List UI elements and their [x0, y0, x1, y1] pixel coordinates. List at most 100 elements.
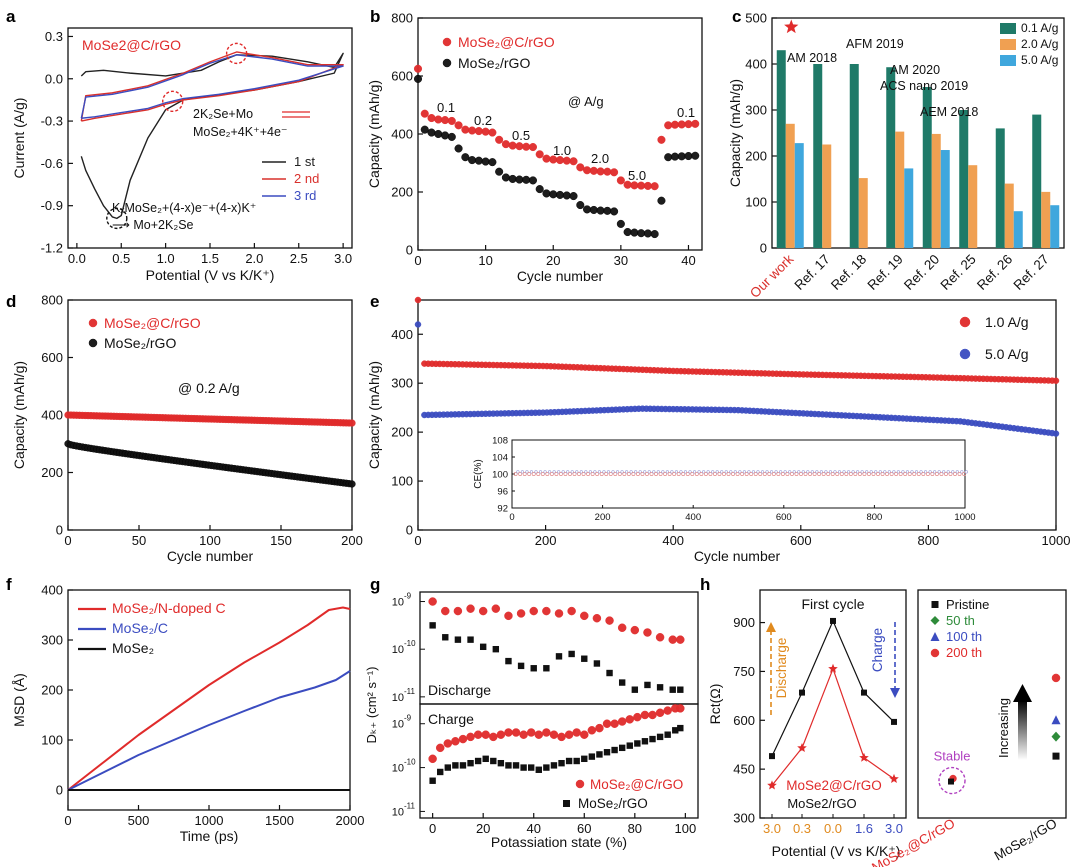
b-x-tick-label: 30 — [614, 253, 628, 268]
e-inset-ce-point — [767, 472, 772, 476]
d-x-tick-label: 200 — [341, 533, 363, 548]
h-data-point-rgo — [799, 689, 805, 696]
panel-letter-f: f — [6, 575, 12, 594]
g-discharge-point-rgo — [479, 643, 487, 651]
b-data-point-mose2-c-rgo — [684, 120, 693, 129]
g-charge-point-rgo — [520, 764, 527, 771]
b-legend-label: MoSe₂@C/rGO — [458, 34, 555, 50]
panel-c-bar-chart: 0 100 200 300 400 500 Capacity (mAh/g) Our work… — [727, 11, 1065, 301]
b-data-point-mose2-rgo — [616, 219, 625, 228]
e-inset-ce-point — [563, 472, 568, 476]
b-data-point-mose2-c-rgo — [664, 121, 673, 130]
d-legend-marker — [88, 318, 98, 328]
h-marker-200th — [1051, 673, 1061, 683]
b-rate-label: 0.1 — [437, 100, 455, 115]
e-inset-ce-point — [930, 472, 935, 476]
e-inset-ce-point — [790, 472, 794, 476]
h-y-tick-label: 300 — [733, 811, 755, 826]
e-inset-ce-point — [608, 472, 613, 476]
e-inset-ce-point — [622, 472, 627, 476]
c-legend-label: 5.0 A/g — [1021, 53, 1058, 67]
g-charge-point-rgo — [588, 753, 596, 760]
e-inset-ce-point — [536, 472, 541, 476]
b-data-point-mose2-c-rgo — [440, 116, 450, 125]
h-legend-label: 50 th — [946, 613, 975, 628]
panel-letter-e: e — [370, 292, 379, 311]
e-inset-ce-point — [681, 472, 686, 476]
c-reference-label: AM 2020 — [890, 63, 940, 77]
b-data-point-mose2-rgo — [643, 229, 652, 238]
g-charge-point-rgo — [459, 762, 467, 769]
panel-letter-b: b — [370, 7, 380, 26]
e-inset-ce-point — [783, 470, 787, 474]
e-inset-ce-point — [715, 470, 719, 474]
e-data-point-1-0 — [1052, 377, 1060, 384]
b-data-point-mose2-rgo — [582, 205, 592, 214]
b-data-point-mose2-c-rgo — [488, 128, 497, 137]
f-x-tick-label: 1000 — [195, 813, 224, 828]
b-data-point-mose2-rgo — [657, 196, 666, 205]
h-increasing-label: Increasing — [996, 698, 1011, 758]
e-inset-ce-point — [663, 472, 668, 476]
a-y-tick-label: -0.9 — [41, 198, 63, 213]
b-data-point-mose2-rgo — [488, 158, 497, 167]
g-discharge-point-rgo — [492, 645, 500, 653]
e-inset-y-axis-label: CE(%) — [473, 459, 484, 488]
e-inset-ce-point — [690, 472, 695, 476]
h-data-point-c-rgo — [797, 743, 807, 752]
g-charge-point-c-rgo — [534, 730, 544, 739]
e-inset-ce-point — [919, 470, 923, 474]
b-legend-marker — [442, 37, 452, 47]
c-bar-50 — [794, 143, 804, 248]
g-charge-point-c-rgo — [466, 732, 475, 742]
c-reference-label: AFM 2019 — [846, 37, 904, 51]
c-bar-20 — [931, 133, 941, 248]
g-discharge-point-rgo — [618, 679, 626, 686]
b-data-point-mose2-rgo — [596, 206, 605, 215]
a-x-tick-label: 0.0 — [68, 251, 86, 266]
c-bar-01 — [922, 87, 932, 248]
e-inset-ce-point — [665, 470, 669, 474]
b-data-point-mose2-rgo — [535, 185, 544, 194]
b-data-point-mose2-rgo — [461, 153, 470, 162]
b-data-point-mose2-rgo — [650, 230, 659, 239]
d-y-tick-label: 200 — [41, 465, 63, 480]
g-discharge-point-rgo — [555, 653, 563, 660]
h-data-point-c-rgo — [889, 773, 899, 783]
e-inset-ce-point — [776, 472, 781, 476]
b-data-point-mose2-rgo — [427, 128, 436, 137]
b-data-point-mose2-rgo — [528, 176, 538, 185]
e-inset-ce-point — [817, 472, 822, 476]
g-x-tick-label: 40 — [526, 821, 540, 836]
e-inset-x-tick-label: 200 — [595, 512, 611, 523]
g-discharge-point-c-rgo — [567, 606, 576, 616]
h-increasing-arrowhead — [1013, 684, 1032, 702]
e-inset-ce-point — [534, 470, 538, 474]
d-data-point-mose2-rgo — [348, 480, 356, 488]
e-data-point-5-0 — [1052, 430, 1060, 437]
e-inset-ce-point — [729, 470, 733, 474]
h-series-label-rgo: MoSe2/rGO — [787, 796, 856, 811]
e-inset-ce-point — [694, 472, 699, 476]
f-y-tick-label: 300 — [41, 633, 63, 648]
e-inset-ce-point — [572, 472, 577, 476]
panel-letter-g: g — [370, 575, 380, 594]
c-bar-20 — [968, 165, 978, 248]
e-inset-ce-point — [547, 470, 552, 474]
g-discharge-point-rgo — [467, 636, 474, 643]
b-y-tick-label: 0 — [406, 243, 413, 258]
e-inset-ce-point — [799, 472, 803, 476]
g-discharge-point-c-rgo — [491, 604, 501, 613]
e-inset-ce-point — [611, 470, 615, 474]
e-inset-ce-point — [760, 470, 765, 474]
g-charge-point-rgo — [550, 762, 558, 769]
e-inset-ce-point — [957, 472, 962, 476]
e-inset-ce-point — [898, 472, 903, 476]
g-charge-point-c-rgo — [428, 754, 437, 764]
b-data-point-mose2-rgo — [481, 157, 490, 166]
h-charge-arrowhead — [890, 688, 900, 698]
g-charge-point-c-rgo — [595, 723, 604, 733]
e-inset-ce-point — [620, 470, 624, 474]
e-inset-ce-point — [751, 470, 756, 474]
